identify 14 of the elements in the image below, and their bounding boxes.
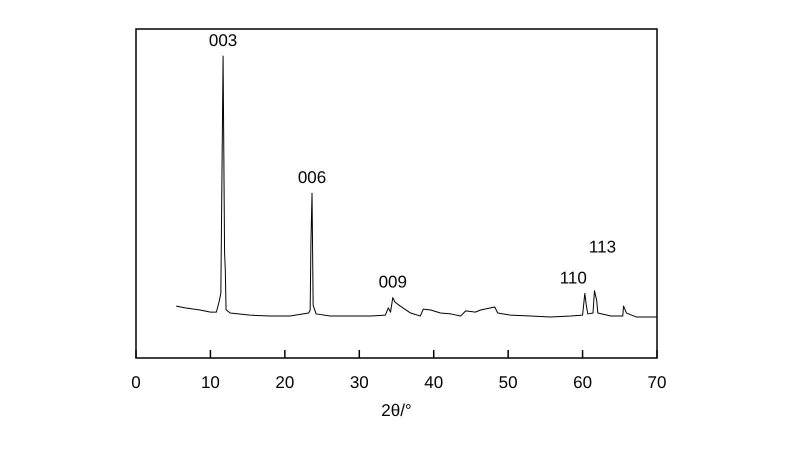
annotation: 006 <box>298 168 326 188</box>
x-axis-title: 2θ/° <box>381 401 412 420</box>
x-tick-label: 20 <box>275 373 294 392</box>
x-tick-label: 50 <box>498 373 518 392</box>
annotation: 113 <box>588 238 616 257</box>
annotation: 009 <box>378 272 407 292</box>
x-tick-label: 10 <box>200 373 220 392</box>
x-tick-label: 60 <box>573 373 592 392</box>
x-tick-label: 0 <box>131 373 141 392</box>
x-tick-label: 40 <box>424 373 444 392</box>
x-tick-label: 30 <box>350 373 369 392</box>
annotation: 110 <box>560 268 587 288</box>
annotation: 003 <box>208 31 238 50</box>
x-tick-label: 70 <box>648 373 666 392</box>
